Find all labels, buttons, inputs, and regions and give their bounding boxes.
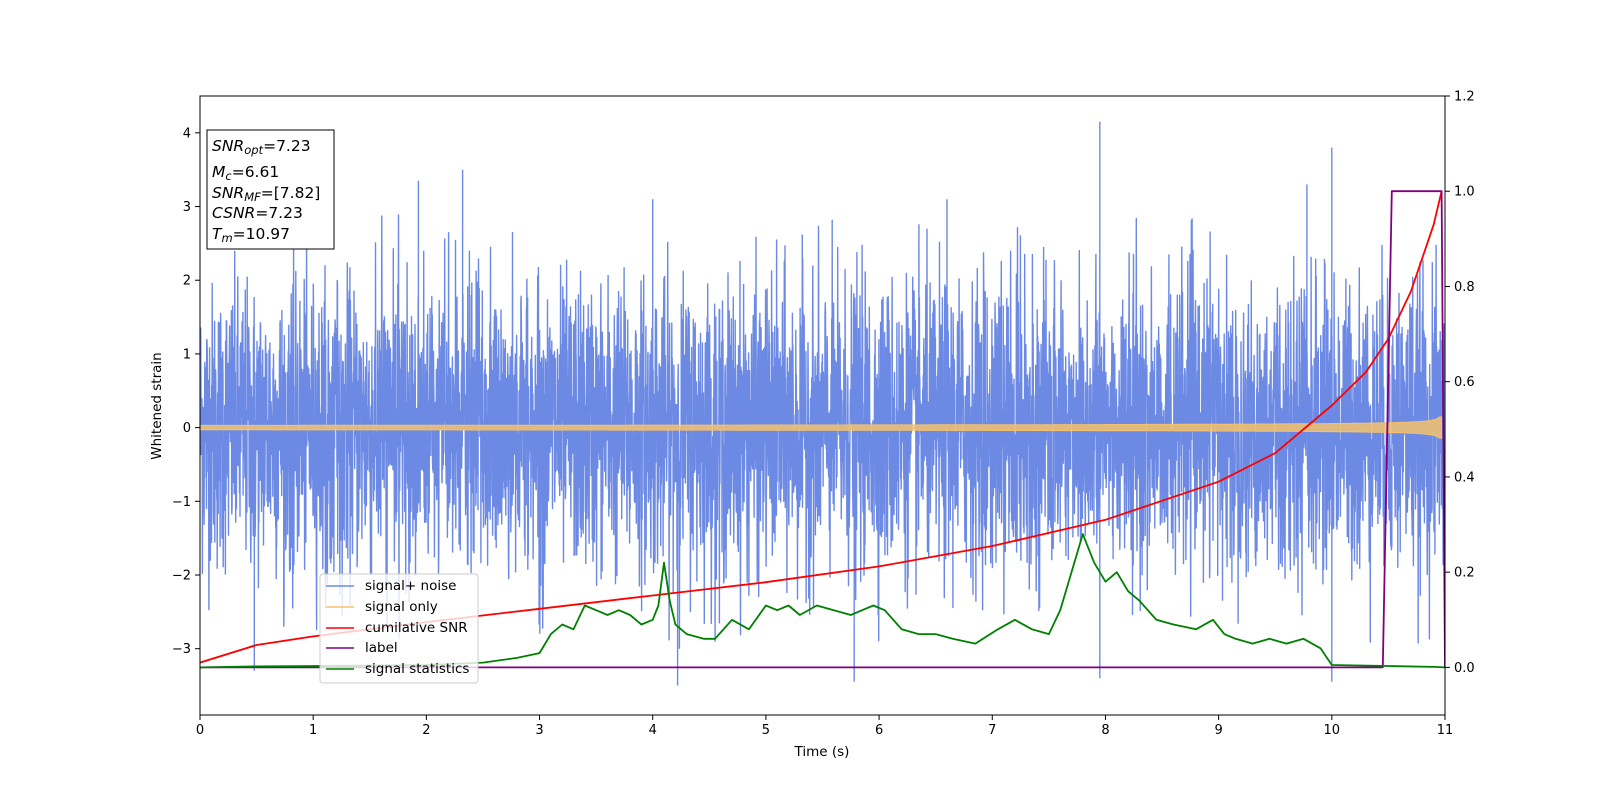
- x-axis-label: Time (s): [794, 744, 850, 760]
- y-axis-right: 0.0 0.2 0.4 0.6 0.8 1.0 1.2: [1445, 90, 1475, 676]
- x-tick-label: 3: [535, 723, 543, 738]
- y-tick-label: −3: [172, 642, 191, 657]
- y2-tick-label: 0.4: [1454, 470, 1475, 485]
- series-signal-only: [200, 416, 1443, 439]
- x-tick-label: 5: [762, 723, 770, 738]
- legend-label-signal-statistics: signal statistics: [365, 661, 469, 677]
- legend-label-signal-only: signal only: [365, 599, 438, 615]
- annotation-snr-mf: SNRMF=[7.82]: [212, 184, 320, 204]
- y2-tick-label: 1.0: [1454, 185, 1475, 200]
- x-tick-label: 6: [875, 723, 883, 738]
- annotation-mc: Mc=6.61: [212, 163, 279, 183]
- x-tick-label: 7: [988, 723, 996, 738]
- x-tick-label: 8: [1101, 723, 1109, 738]
- y2-tick-label: 0.0: [1454, 661, 1475, 676]
- legend-label-signal-noise: signal+ noise: [365, 578, 456, 594]
- series-signal-noise: [200, 121, 1445, 686]
- series-label: [200, 190, 1445, 669]
- x-tick-label: 4: [649, 723, 657, 738]
- y-tick-label: 4: [183, 126, 191, 141]
- annotation-csnr: CSNR=7.23: [212, 204, 303, 222]
- x-tick-label: 2: [422, 723, 430, 738]
- y2-tick-label: 1.2: [1454, 90, 1475, 105]
- annotation-frame: [206, 129, 335, 250]
- legend: signal+ noise signal only cumilative SNR…: [319, 573, 479, 684]
- y2-tick-label: 0.2: [1454, 566, 1475, 581]
- series-layer: [200, 121, 1445, 686]
- x-tick-label: 1: [309, 723, 317, 738]
- y-tick-label: 0: [183, 421, 191, 436]
- legend-frame: [319, 573, 479, 684]
- annotation-tm: Tm=10.97: [212, 225, 290, 245]
- y-tick-label: −2: [172, 568, 191, 583]
- legend-label-cumulative-snr: cumilative SNR: [365, 620, 468, 636]
- y-tick-label: 3: [183, 200, 191, 215]
- y-tick-label: −1: [172, 495, 191, 510]
- y2-tick-label: 0.6: [1454, 375, 1475, 390]
- annotation-box: SNRopt=7.23 Mc=6.61 SNRMF=[7.82] CSNR=7.…: [206, 129, 335, 250]
- y-tick-label: 2: [183, 274, 191, 289]
- annotation-snr-opt: SNRopt=7.23: [212, 137, 311, 157]
- x-tick-label: 9: [1214, 723, 1222, 738]
- series-signal-statistics: [200, 533, 1445, 669]
- x-axis: 0 1 2 3 4 5 6 7 8 9 10 11: [196, 715, 1453, 738]
- y-tick-label: 1: [183, 347, 191, 362]
- x-tick-label: 10: [1324, 723, 1341, 738]
- y-axis-label: Whitened strain: [149, 352, 165, 459]
- y-axis-left: −3 −2 −1 0 1 2 3 4: [172, 126, 200, 657]
- legend-label-label: label: [365, 640, 398, 656]
- plot-frame: [199, 95, 1446, 716]
- x-tick-label: 0: [196, 723, 204, 738]
- x-tick-label: 11: [1437, 723, 1454, 738]
- y2-tick-label: 0.8: [1454, 280, 1475, 295]
